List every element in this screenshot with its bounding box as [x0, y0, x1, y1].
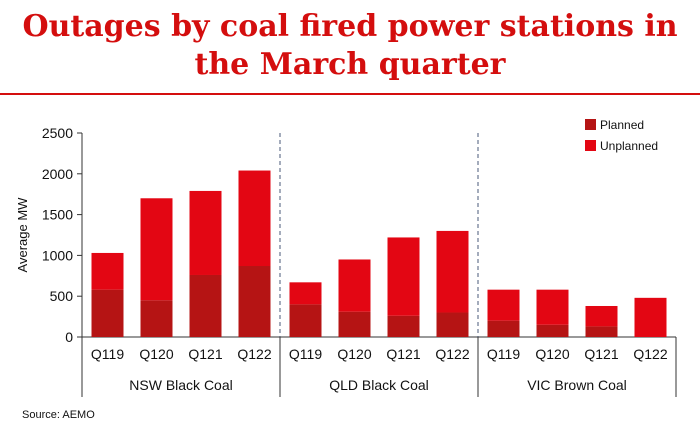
x-tick-label: Q122	[237, 346, 271, 362]
x-tick-label: Q122	[633, 346, 667, 362]
x-tick-label: Q122	[435, 346, 469, 362]
legend-label: Unplanned	[600, 139, 658, 153]
x-tick-label: Q120	[337, 346, 371, 362]
x-tick-label: Q119	[289, 346, 322, 362]
y-tick-label: 500	[50, 288, 74, 304]
bar-unplanned	[487, 289, 520, 321]
bar-unplanned	[634, 297, 667, 337]
bar-unplanned	[189, 190, 222, 275]
bar-planned	[536, 324, 569, 337]
bar-planned	[487, 320, 520, 337]
bar-planned	[289, 304, 322, 337]
bar-planned	[387, 315, 420, 337]
group-label: VIC Brown Coal	[527, 377, 627, 393]
bar-unplanned	[140, 198, 173, 301]
legend-label: Planned	[600, 118, 644, 132]
chart-title: Outages by coal fired power stations in …	[22, 9, 678, 82]
bar-unplanned	[387, 237, 420, 316]
x-tick-label: Q121	[188, 346, 222, 362]
legend-swatch	[585, 140, 596, 151]
bar-unplanned	[338, 259, 371, 312]
y-axis-label: Average MW	[15, 197, 30, 273]
bar-planned	[189, 274, 222, 337]
bar-unplanned	[289, 282, 322, 305]
source-note: Source: AEMO	[22, 409, 95, 421]
x-tick-label: Q121	[386, 346, 420, 362]
bar-unplanned	[585, 305, 618, 327]
y-tick-label: 2500	[42, 125, 73, 141]
y-tick-label: 0	[65, 329, 73, 345]
bar-unplanned	[436, 230, 469, 313]
title-divider	[0, 93, 700, 95]
y-tick-label: 2000	[42, 166, 73, 182]
group-label: QLD Black Coal	[329, 377, 429, 393]
x-tick-label: Q120	[535, 346, 569, 362]
x-tick-label: Q121	[584, 346, 618, 362]
x-tick-label: Q120	[139, 346, 173, 362]
bar-planned	[585, 326, 618, 337]
group-label: NSW Black Coal	[129, 377, 232, 393]
bar-unplanned	[91, 252, 124, 290]
bar-planned	[338, 311, 371, 337]
legend-swatch	[585, 119, 596, 130]
x-tick-label: Q119	[91, 346, 124, 362]
y-tick-label: 1000	[42, 247, 73, 263]
bar-planned	[140, 300, 173, 337]
x-tick-label: Q119	[487, 346, 520, 362]
bar-planned	[91, 289, 124, 337]
y-tick-label: 1500	[42, 207, 73, 223]
bar-unplanned	[536, 289, 569, 325]
bar-planned	[436, 312, 469, 337]
bar-planned	[238, 266, 271, 337]
bar-unplanned	[238, 170, 271, 267]
